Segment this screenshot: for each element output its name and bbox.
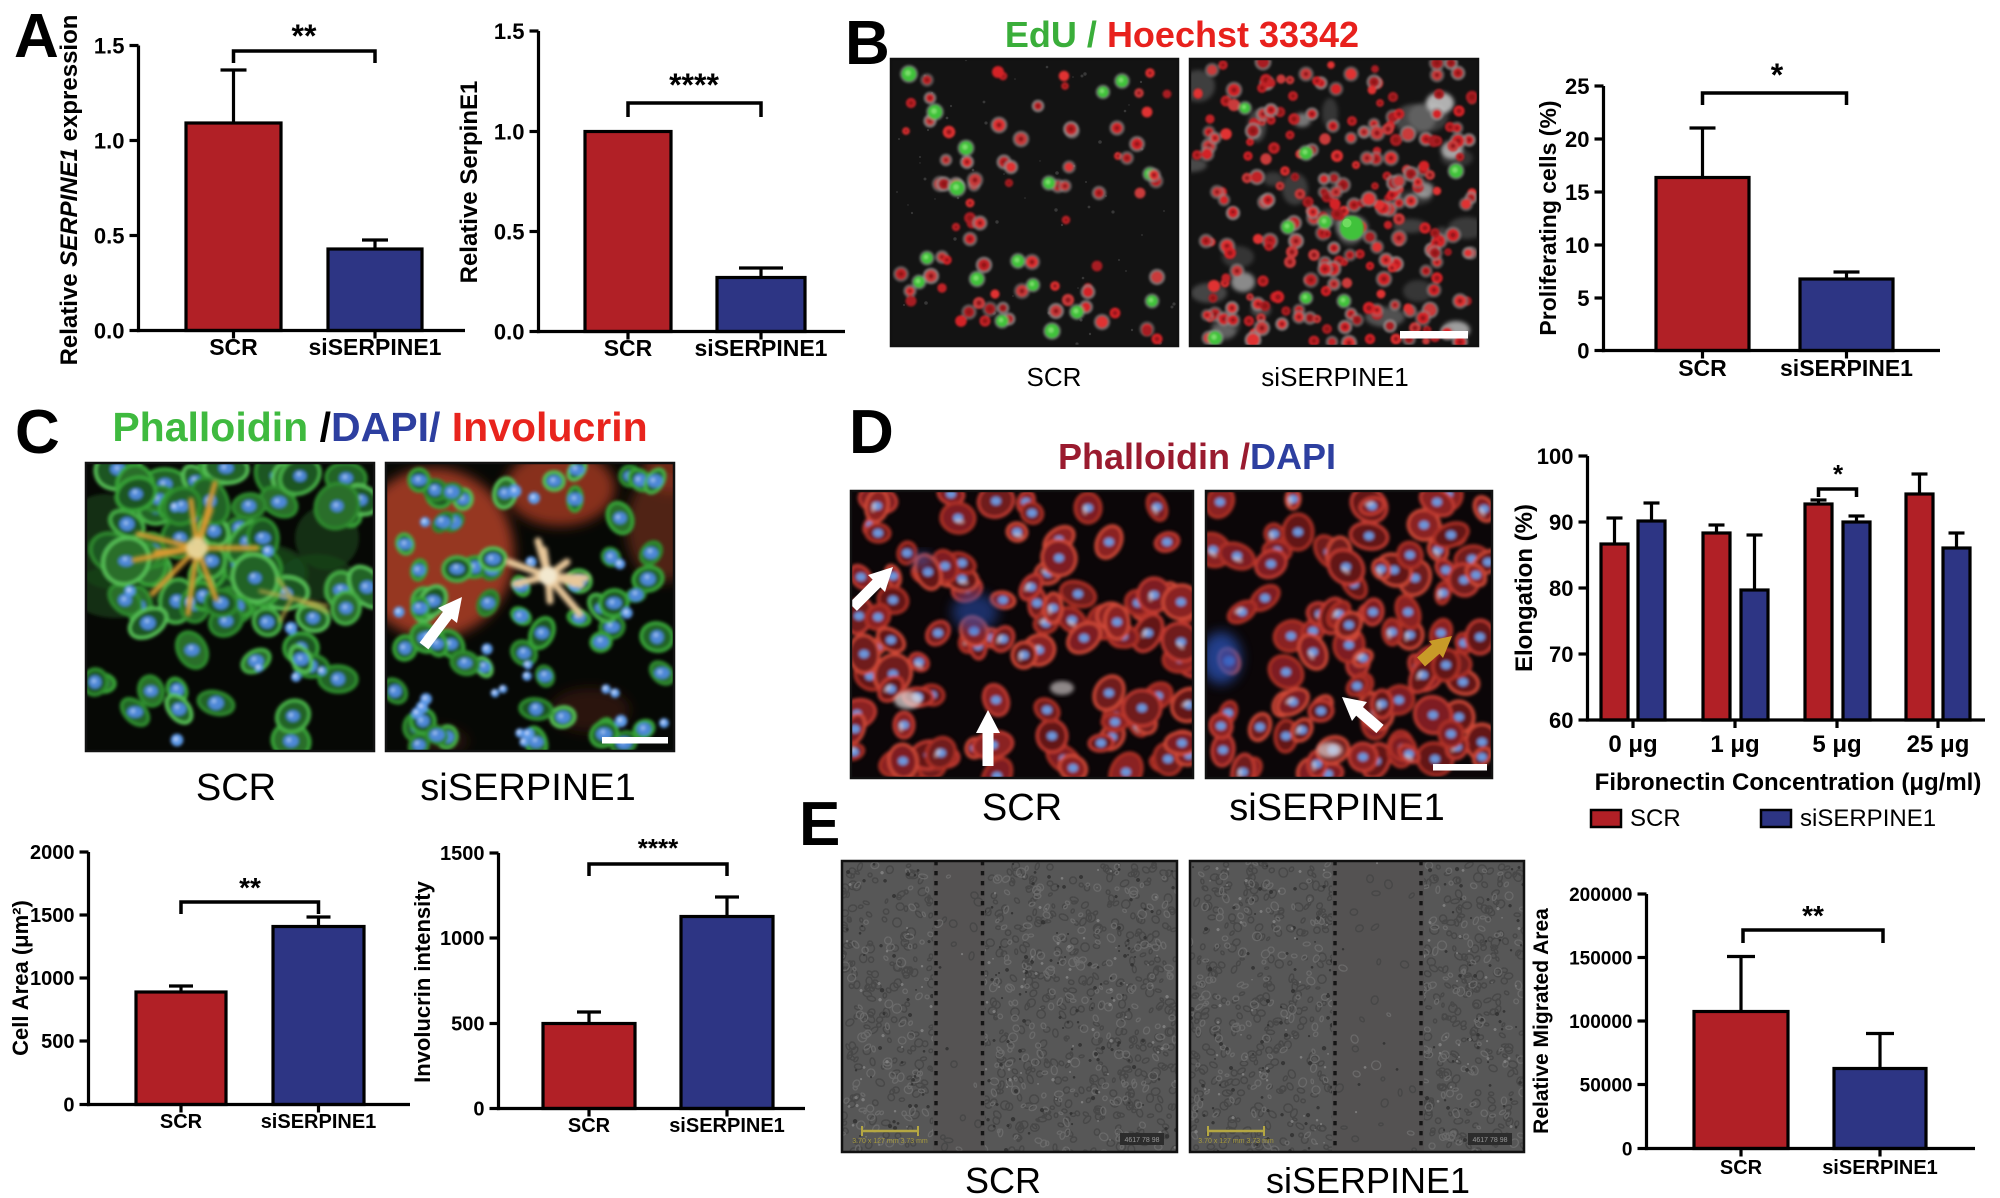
svg-text:Relative SerpinE1: Relative SerpinE1	[456, 81, 483, 284]
svg-text:siSERPINE1: siSERPINE1	[1822, 1157, 1938, 1179]
svg-text:1500: 1500	[30, 905, 75, 927]
svg-text:Relative SERPINE1 expression: Relative SERPINE1 expression	[56, 15, 83, 366]
svg-text:**: **	[1802, 900, 1824, 931]
svg-text:3.70 x 127 mm 3.73 mm: 3.70 x 127 mm 3.73 mm	[852, 1138, 928, 1145]
svg-text:1500: 1500	[440, 843, 485, 865]
svg-text:Phalloidin /DAPI/ Involucrin: Phalloidin /DAPI/ Involucrin	[112, 404, 647, 450]
svg-text:SCR: SCR	[1678, 355, 1727, 381]
svg-text:0: 0	[1622, 1140, 1633, 1161]
svg-text:SCR: SCR	[604, 335, 653, 361]
svg-text:Cell Area (μm²): Cell Area (μm²)	[8, 900, 33, 1056]
svg-text:B: B	[845, 9, 890, 78]
svg-text:0: 0	[1577, 339, 1589, 364]
svg-text:siSERPINE1: siSERPINE1	[261, 1111, 377, 1133]
svg-text:1 μg: 1 μg	[1710, 731, 1759, 758]
svg-text:A: A	[14, 2, 59, 71]
svg-text:SCR: SCR	[1630, 805, 1681, 832]
svg-text:0.0: 0.0	[494, 320, 525, 345]
svg-text:15: 15	[1565, 180, 1589, 205]
svg-text:siSERPINE1: siSERPINE1	[1800, 805, 1936, 832]
svg-text:Proliferating cells (%): Proliferating cells (%)	[1535, 100, 1561, 335]
svg-text:siSERPINE1: siSERPINE1	[1261, 362, 1408, 392]
svg-text:siSERPINE1: siSERPINE1	[309, 334, 442, 360]
svg-text:200000: 200000	[1569, 885, 1632, 906]
svg-text:1.5: 1.5	[494, 19, 525, 44]
svg-text:SCR: SCR	[160, 1111, 203, 1133]
svg-text:20: 20	[1565, 127, 1589, 152]
svg-text:1000: 1000	[30, 968, 75, 990]
svg-text:siSERPINE1: siSERPINE1	[1780, 355, 1913, 381]
svg-text:siSERPINE1: siSERPINE1	[1229, 787, 1444, 829]
svg-text:**: **	[292, 18, 317, 54]
svg-text:5 μg: 5 μg	[1812, 731, 1861, 758]
svg-text:SCR: SCR	[196, 767, 276, 809]
svg-text:1.0: 1.0	[94, 129, 125, 154]
svg-text:0.5: 0.5	[94, 224, 125, 249]
svg-text:Involucrin intensity: Involucrin intensity	[410, 880, 435, 1082]
svg-text:SCR: SCR	[982, 787, 1062, 829]
svg-text:D: D	[849, 398, 894, 467]
svg-text:SCR: SCR	[1720, 1157, 1763, 1179]
svg-text:5: 5	[1577, 286, 1589, 311]
svg-text:3.70 x 127 mm 3.73 mm: 3.70 x 127 mm 3.73 mm	[1198, 1138, 1274, 1145]
svg-text:SCR: SCR	[965, 1160, 1041, 1198]
svg-text:0 μg: 0 μg	[1608, 731, 1657, 758]
svg-text:4617 78 98: 4617 78 98	[1124, 1137, 1159, 1144]
svg-text:150000: 150000	[1569, 949, 1632, 970]
svg-text:*: *	[1771, 57, 1784, 93]
svg-text:90: 90	[1549, 510, 1573, 535]
svg-text:siSERPINE1: siSERPINE1	[669, 1115, 785, 1137]
svg-text:500: 500	[451, 1014, 484, 1036]
svg-text:SCR: SCR	[209, 334, 258, 360]
svg-text:25: 25	[1565, 74, 1589, 99]
svg-text:80: 80	[1549, 576, 1573, 601]
svg-text:SCR: SCR	[1027, 362, 1082, 392]
svg-text:10: 10	[1565, 233, 1589, 258]
svg-text:0: 0	[63, 1095, 74, 1117]
svg-text:siSERPINE1: siSERPINE1	[1266, 1160, 1470, 1198]
svg-text:EdU / Hoechst 33342: EdU / Hoechst 33342	[1005, 14, 1359, 55]
svg-text:70: 70	[1549, 642, 1573, 667]
svg-text:****: ****	[669, 67, 719, 103]
svg-text:SCR: SCR	[568, 1115, 611, 1137]
svg-text:500: 500	[41, 1031, 74, 1053]
svg-text:siSERPINE1: siSERPINE1	[420, 767, 635, 809]
svg-text:2000: 2000	[30, 842, 75, 864]
svg-text:Fibronectin Concentration (μg/: Fibronectin Concentration (μg/ml)	[1595, 769, 1982, 796]
svg-text:siSERPINE1: siSERPINE1	[695, 335, 828, 361]
svg-text:100000: 100000	[1569, 1012, 1632, 1033]
svg-text:1.5: 1.5	[94, 34, 125, 59]
svg-text:C: C	[15, 398, 60, 467]
svg-text:*: *	[1833, 459, 1844, 489]
svg-text:**: **	[239, 872, 261, 903]
svg-text:0.5: 0.5	[494, 220, 525, 245]
svg-text:0: 0	[473, 1099, 484, 1121]
svg-text:Phalloidin /DAPI: Phalloidin /DAPI	[1058, 436, 1336, 477]
svg-text:0.0: 0.0	[94, 319, 125, 344]
svg-text:1.0: 1.0	[494, 120, 525, 145]
svg-text:Relative Migrated Area: Relative Migrated Area	[1530, 908, 1553, 1134]
svg-text:1000: 1000	[440, 928, 485, 950]
svg-text:Elongation (%): Elongation (%)	[1511, 504, 1538, 672]
svg-text:50000: 50000	[1580, 1076, 1633, 1097]
svg-text:E: E	[799, 790, 840, 859]
svg-text:25 μg: 25 μg	[1907, 731, 1970, 758]
svg-text:100: 100	[1537, 444, 1574, 469]
svg-text:4617 78 98: 4617 78 98	[1472, 1137, 1507, 1144]
svg-text:****: ****	[638, 833, 679, 863]
svg-text:60: 60	[1549, 708, 1573, 733]
